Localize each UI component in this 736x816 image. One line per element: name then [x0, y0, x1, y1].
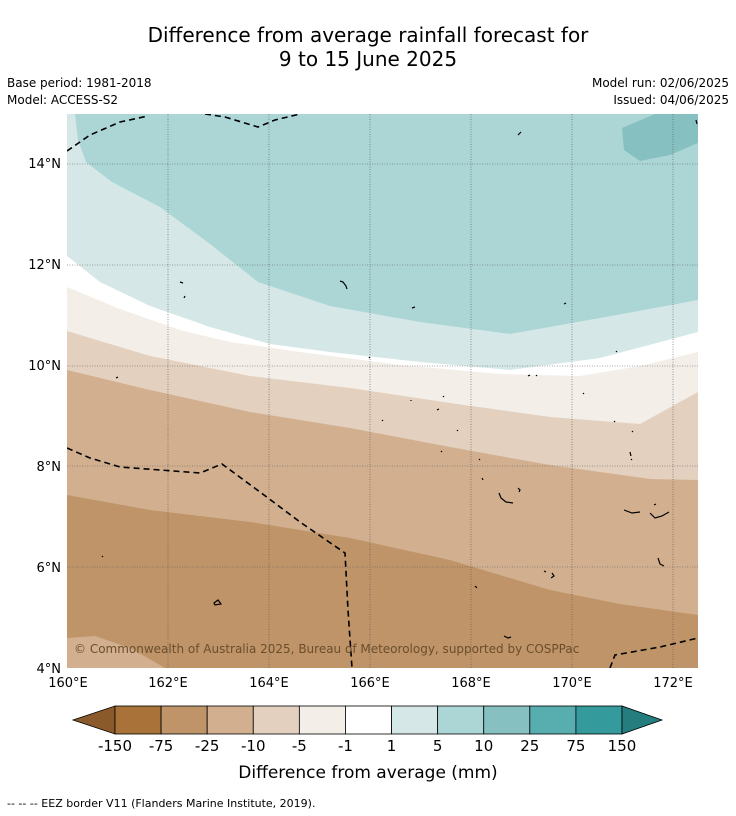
eez-footnote: -- -- -- EEZ border V11 (Flanders Marine… [7, 797, 316, 810]
colorbar-tick-label: 150 [608, 737, 637, 755]
lon-label: 162°E [148, 676, 188, 691]
colorbar-segment [437, 705, 485, 735]
colorbar-tick-label: 5 [433, 737, 443, 755]
colorbar-segment [160, 705, 208, 735]
lat-label: 6°N [37, 561, 62, 576]
colorbar-tick-label: -150 [98, 737, 132, 755]
lat-label: 8°N [37, 460, 62, 475]
band-25-75 [622, 114, 698, 161]
model-run-text: Model run: 02/06/2025 [591, 76, 729, 90]
colorbar-tick-label: -75 [149, 737, 174, 755]
lat-label: 10°N [28, 359, 61, 374]
lon-axis: 160°E 162°E 164°E 166°E 168°E 170°E 172°… [48, 676, 693, 691]
colorbar-segment [345, 705, 392, 735]
base-period-text: Base period: 1981-2018 [7, 76, 152, 90]
colorbar-tick-label: 1 [387, 737, 397, 755]
colorbar-segment [298, 705, 346, 735]
colorbar-segment [529, 705, 577, 735]
band-neg25-neg75 [67, 495, 698, 668]
lon-label: 170°E [552, 676, 592, 691]
lon-label: 166°E [350, 676, 390, 691]
map-title-line1: Difference from average rainfall forecas… [147, 23, 589, 47]
lat-label: 4°N [37, 662, 62, 677]
lon-label: 160°E [48, 676, 88, 691]
colorbar-ticks: -150 -75 -25 -10 -5 -1 1 5 10 25 75 150 [98, 737, 636, 755]
colorbar-segments [114, 705, 623, 735]
island-outlines [101, 119, 698, 639]
colorbar-tick-label: 10 [474, 737, 493, 755]
eez-border [67, 114, 698, 668]
copyright-text: © Commonwealth of Australia 2025, Bureau… [74, 642, 579, 656]
colorbar-segment [483, 705, 531, 735]
colorbar-segment [206, 705, 254, 735]
colorbar: -150 -75 -25 -10 -5 -1 1 5 10 25 75 150 Difference … [71, 705, 664, 783]
colorbar-segment [391, 705, 439, 735]
band-sw-corner [67, 636, 165, 668]
colorbar-tick-label: -5 [292, 737, 307, 755]
colorbar-segment [575, 705, 623, 735]
colorbar-segment [252, 705, 300, 735]
map-frame: © Commonwealth of Australia 2025, Bureau… [67, 114, 698, 668]
issued-date-text: Issued: 04/06/2025 [613, 93, 729, 107]
colorbar-low-arrow [71, 705, 116, 735]
colorbar-tick-label: -25 [195, 737, 220, 755]
colorbar-tick-label: 25 [520, 737, 539, 755]
lon-label: 168°E [451, 676, 491, 691]
lon-label: 172°E [653, 676, 693, 691]
colorbar-segment [114, 705, 162, 735]
colorbar-tick-label: -10 [241, 737, 266, 755]
lon-label: 164°E [249, 676, 289, 691]
map-title-line2: 9 to 15 June 2025 [278, 47, 458, 71]
graticule [67, 114, 698, 668]
lat-label: 14°N [28, 157, 61, 172]
band-10-25 [75, 114, 698, 334]
colorbar-label: Difference from average (mm) [238, 763, 497, 783]
model-name-text: Model: ACCESS-S2 [7, 93, 119, 107]
lat-label: 12°N [28, 258, 61, 273]
colorbar-high-arrow [621, 705, 664, 735]
colorbar-tick-label: 75 [566, 737, 585, 755]
lat-axis: 14°N 12°N 10°N 8°N 6°N 4°N [28, 157, 61, 677]
colorbar-tick-label: -1 [338, 737, 353, 755]
